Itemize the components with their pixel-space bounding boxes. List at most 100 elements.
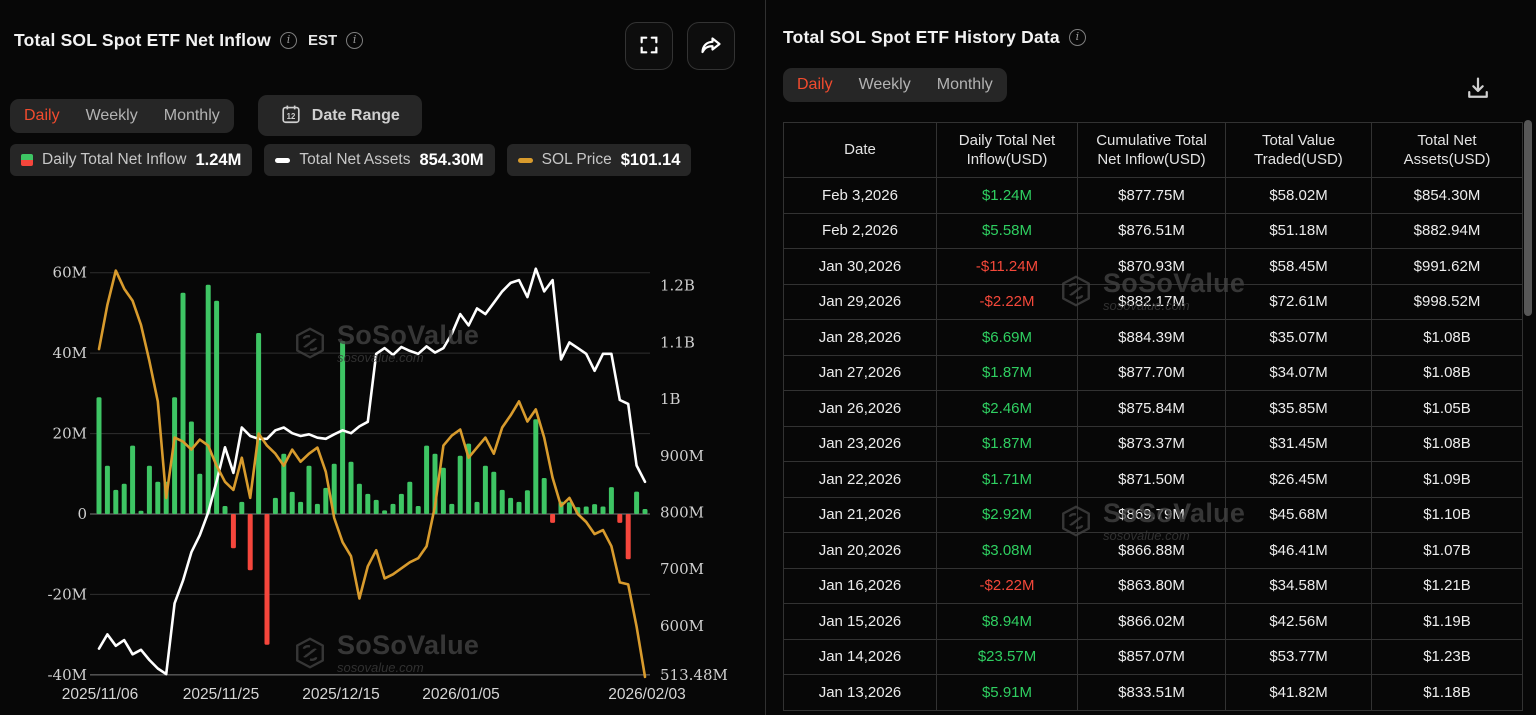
value-cell: $26.45M — [1225, 461, 1372, 498]
table-row: Jan 23,2026 $1.87M $873.37M $31.45M $1.08B — [783, 425, 1523, 462]
date-cell: Jan 28,2026 — [783, 319, 937, 356]
tab-monthly[interactable]: Monthly — [163, 106, 220, 124]
value-cell: $870.93M — [1077, 248, 1226, 285]
table-row: Jan 28,2026 $6.69M $884.39M $35.07M $1.08B — [783, 319, 1523, 356]
svg-text:2026/02/03: 2026/02/03 — [608, 686, 686, 703]
svg-text:600M: 600M — [660, 617, 704, 635]
value-cell: $3.08M — [936, 532, 1078, 569]
download-button[interactable] — [1464, 74, 1492, 105]
svg-text:800M: 800M — [660, 504, 704, 522]
tab-daily[interactable]: Daily — [24, 106, 60, 124]
date-cell: Jan 21,2026 — [783, 496, 937, 533]
date-cell: Jan 14,2026 — [783, 638, 937, 675]
date-cell: Jan 22,2026 — [783, 461, 937, 498]
table-row: Jan 22,2026 $1.71M $871.50M $26.45M $1.09B — [783, 461, 1523, 498]
date-cell: Jan 13,2026 — [783, 674, 937, 711]
value-cell: $5.58M — [936, 212, 1078, 249]
value-cell: $875.84M — [1077, 390, 1226, 427]
history-data-table: Date Daily Total Net Inflow(USD) Cumulativ… — [783, 122, 1523, 711]
value-cell: -$2.22M — [936, 283, 1078, 320]
orange-dash-swatch — [517, 157, 533, 163]
svg-text:2025/11/25: 2025/11/25 — [183, 686, 259, 703]
combo-chart[interactable]: 60M 40M 20M 0 -20M -40M 1.2B 1.1B 1B 900M 800M 700M… — [0, 240, 766, 715]
svg-text:1.2B: 1.2B — [660, 277, 695, 295]
chart-panel: Total SOL Spot ETF Net Inflow i EST i — [0, 0, 766, 715]
value-cell: $876.51M — [1077, 212, 1226, 249]
info-icon[interactable]: i — [1068, 29, 1086, 46]
column-header: Date — [783, 122, 937, 178]
value-cell: $35.85M — [1225, 390, 1372, 427]
value-cell: $857.07M — [1077, 638, 1226, 675]
value-cell: $884.39M — [1077, 319, 1226, 356]
table-row: Jan 27,2026 $1.87M $877.70M $34.07M $1.08B — [783, 354, 1523, 391]
svg-text:20M: 20M — [53, 425, 87, 443]
tab-weekly[interactable]: Weekly — [858, 76, 911, 93]
svg-text:1B: 1B — [660, 390, 681, 408]
value-cell: $1.08B — [1371, 319, 1523, 356]
value-cell: $1.21B — [1371, 567, 1523, 604]
share-button[interactable] — [687, 22, 735, 70]
value-cell: $5.91M — [936, 674, 1078, 711]
info-icon[interactable]: i — [279, 32, 297, 49]
value-cell: $1.05B — [1371, 390, 1523, 427]
value-cell: $41.82M — [1225, 674, 1372, 711]
legend-item[interactable]: SOL Price $101.14 — [506, 144, 692, 176]
value-cell: -$2.22M — [936, 567, 1078, 604]
value-cell: $6.69M — [936, 319, 1078, 356]
value-cell: $1.07B — [1371, 532, 1523, 569]
table-header: Total SOL Spot ETF History Data i — [783, 27, 1086, 48]
value-cell: $34.58M — [1225, 567, 1372, 604]
value-cell: $871.50M — [1077, 461, 1226, 498]
download-icon — [1464, 77, 1492, 105]
table-controls: Daily Weekly Monthly — [783, 68, 1007, 102]
legend-item[interactable]: Total Net Assets 854.30M — [264, 144, 495, 176]
value-cell: $1.24M — [936, 177, 1078, 214]
calendar-icon: 12 — [280, 103, 302, 128]
legend-item[interactable]: Daily Total Net Inflow 1.24M — [10, 144, 253, 176]
chart-controls: Daily Weekly Monthly 12 Date Range — [10, 95, 422, 136]
info-icon[interactable]: i — [346, 32, 364, 49]
table-scrollbar-thumb[interactable] — [1524, 120, 1532, 316]
value-cell: $998.52M — [1371, 283, 1523, 320]
value-cell: $35.07M — [1225, 319, 1372, 356]
table-period-tabs: Daily Weekly Monthly — [783, 68, 1007, 102]
tab-monthly[interactable]: Monthly — [936, 76, 993, 93]
tab-daily[interactable]: Daily — [797, 76, 833, 93]
value-cell: $31.45M — [1225, 425, 1372, 462]
value-cell: $882.94M — [1371, 212, 1523, 249]
value-cell: $1.18B — [1371, 674, 1523, 711]
table-row: Jan 15,2026 $8.94M $866.02M $42.56M $1.19B — [783, 603, 1523, 640]
value-cell: $873.37M — [1077, 425, 1226, 462]
table-row: Jan 16,2026 -$2.22M $863.80M $34.58M $1.21B — [783, 567, 1523, 604]
value-cell: $2.92M — [936, 496, 1078, 533]
chart-legend: Daily Total Net Inflow 1.24M Total Net Ass… — [10, 144, 750, 176]
value-cell: $51.18M — [1225, 212, 1372, 249]
value-cell: $1.23B — [1371, 638, 1523, 675]
svg-text:-20M: -20M — [47, 585, 87, 603]
value-cell: $1.08B — [1371, 354, 1523, 391]
value-cell: $869.79M — [1077, 496, 1226, 533]
value-cell: $72.61M — [1225, 283, 1372, 320]
svg-text:513.48M: 513.48M — [660, 666, 728, 684]
chart-canvas[interactable]: 60M 40M 20M 0 -20M -40M 1.2B 1.1B 1B 900M 800M 700M… — [0, 240, 766, 715]
history-table-panel: Total SOL Spot ETF History Data i Daily W… — [767, 0, 1536, 715]
tab-weekly[interactable]: Weekly — [85, 106, 138, 124]
date-cell: Jan 29,2026 — [783, 283, 937, 320]
date-cell: Feb 3,2026 — [783, 177, 937, 214]
column-header: Total Value Traded(USD) — [1225, 122, 1372, 178]
value-cell: $1.19B — [1371, 603, 1523, 640]
fullscreen-button[interactable] — [625, 22, 673, 70]
svg-text:900M: 900M — [660, 447, 704, 465]
legend-label: Daily Total Net Inflow — [42, 151, 187, 168]
svg-text:0: 0 — [77, 505, 87, 523]
date-range-button[interactable]: 12 Date Range — [257, 95, 422, 136]
value-cell: $46.41M — [1225, 532, 1372, 569]
chart-actions — [625, 22, 735, 70]
value-cell: $991.62M — [1371, 248, 1523, 285]
svg-text:40M: 40M — [53, 344, 87, 362]
legend-label: Total Net Assets — [299, 151, 411, 168]
value-cell: $877.70M — [1077, 354, 1226, 391]
legend-label: SOL Price — [541, 151, 612, 168]
value-cell: $8.94M — [936, 603, 1078, 640]
date-cell: Jan 20,2026 — [783, 532, 937, 569]
